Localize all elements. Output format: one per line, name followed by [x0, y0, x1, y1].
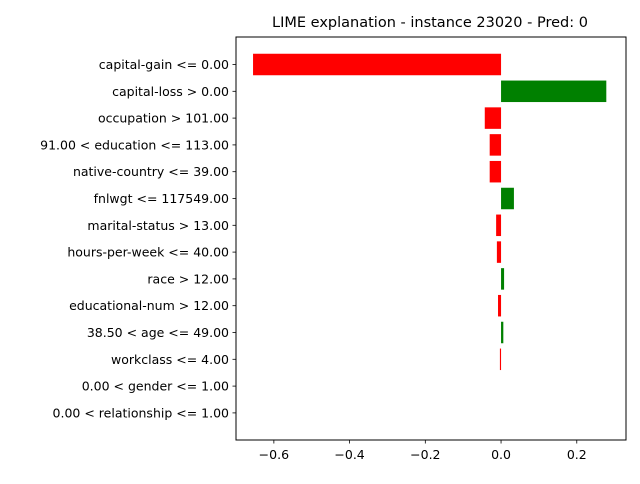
bar-8: [496, 241, 502, 263]
bar-12: [499, 348, 502, 371]
bar-1: [253, 53, 502, 76]
y-tick-label: race > 12.00: [147, 271, 229, 286]
y-tick-labels: capital-gain <= 0.00 capital-loss > 0.00 o…: [40, 57, 236, 420]
x-axis-ticks: −0.6 −0.4 −0.2 0.0 0.2: [259, 440, 587, 462]
y-tick-label: capital-loss > 0.00: [112, 84, 229, 99]
y-tick-label: workclass <= 4.00: [111, 352, 229, 367]
x-tick-label: 0.0: [491, 447, 511, 462]
bar-11: [501, 321, 504, 344]
bar-2: [501, 80, 607, 103]
y-tick-label: 38.50 < age <= 49.00: [87, 325, 229, 340]
y-tick-label: capital-gain <= 0.00: [99, 57, 229, 72]
bar-9: [501, 268, 505, 290]
y-tick-label: educational-num > 12.00: [69, 298, 229, 313]
bar-4: [489, 134, 502, 156]
bar-7: [496, 214, 502, 237]
x-tick-label: 0.2: [567, 447, 587, 462]
y-tick-label: occupation > 101.00: [98, 111, 229, 126]
chart-title: LIME explanation - instance 23020 - Pred…: [272, 15, 588, 31]
y-tick-label: 0.00 < gender <= 1.00: [82, 379, 229, 394]
y-tick-label: 0.00 < relationship <= 1.00: [53, 405, 229, 420]
bar-5: [489, 160, 502, 183]
bar-6: [501, 187, 514, 210]
x-tick-label: −0.6: [259, 447, 289, 462]
x-tick-label: −0.2: [410, 447, 440, 462]
x-tick-label: −0.4: [334, 447, 364, 462]
y-tick-label: fnlwgt <= 117549.00: [94, 191, 229, 206]
y-tick-label: hours-per-week <= 40.00: [67, 245, 229, 260]
y-tick-label: 91.00 < education <= 113.00: [40, 137, 229, 152]
y-tick-label: marital-status > 13.00: [87, 218, 229, 233]
bars-layer: [253, 53, 607, 371]
y-tick-label: native-country <= 39.00: [73, 164, 229, 179]
plot-frame: [235, 36, 627, 441]
bar-10: [498, 294, 502, 317]
bar-3: [484, 107, 502, 129]
